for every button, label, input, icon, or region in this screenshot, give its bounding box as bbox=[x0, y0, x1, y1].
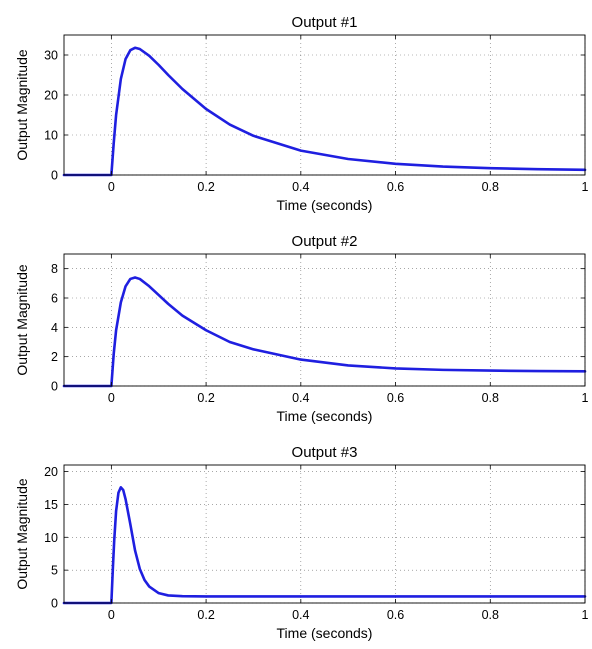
x-tick-label: 0 bbox=[108, 391, 115, 405]
x-axis-label: Time (seconds) bbox=[277, 625, 373, 641]
x-tick-label: 0.2 bbox=[197, 391, 214, 405]
x-tick-label: 1 bbox=[582, 180, 589, 194]
x-tick-label: 1 bbox=[582, 391, 589, 405]
y-tick-label: 8 bbox=[51, 262, 58, 276]
chart-title: Output #1 bbox=[292, 14, 358, 31]
x-tick-label: 0 bbox=[108, 608, 115, 622]
y-axis-label: Output Magnitude bbox=[14, 49, 30, 161]
x-tick-label: 0.4 bbox=[292, 391, 309, 405]
plot-frame bbox=[63, 253, 586, 387]
series-line bbox=[62, 486, 587, 605]
x-tick-label: 0.2 bbox=[197, 180, 214, 194]
y-tick-label: 30 bbox=[44, 49, 58, 63]
y-tick-label: 20 bbox=[44, 89, 58, 103]
y-axis-label: Output Magnitude bbox=[14, 264, 30, 376]
y-tick-label: 15 bbox=[44, 498, 58, 512]
series-line bbox=[62, 276, 587, 388]
chart-title: Output #2 bbox=[292, 233, 358, 250]
x-axis-label: Time (seconds) bbox=[277, 408, 373, 424]
x-tick-label: 0 bbox=[108, 180, 115, 194]
x-tick-label: 0.4 bbox=[292, 608, 309, 622]
y-tick-label: 10 bbox=[44, 129, 58, 143]
y-tick-label: 0 bbox=[51, 380, 58, 394]
x-tick-label: 0.2 bbox=[197, 608, 214, 622]
subplot-2: 0 0.2 0.4 0.6 0.8 1 0 2 4 6 8 Output #2 Time (second… bbox=[14, 233, 589, 424]
chart-title: Output #3 bbox=[292, 444, 358, 461]
series-line bbox=[62, 46, 587, 177]
x-axis-label: Time (seconds) bbox=[277, 197, 373, 213]
plot-frame bbox=[63, 34, 586, 176]
x-tick-label: 0.6 bbox=[387, 391, 404, 405]
x-tick-label: 0.6 bbox=[387, 180, 404, 194]
y-tick-label: 5 bbox=[51, 564, 58, 578]
plot-frame bbox=[63, 464, 586, 604]
y-tick-label: 0 bbox=[51, 597, 58, 611]
y-tick-label: 4 bbox=[51, 321, 58, 335]
y-tick-label: 20 bbox=[44, 465, 58, 479]
x-tick-label: 0.4 bbox=[292, 180, 309, 194]
y-tick-label: 10 bbox=[44, 531, 58, 545]
x-tick-label: 0.8 bbox=[482, 391, 499, 405]
x-tick-label: 0.6 bbox=[387, 608, 404, 622]
y-axis-label: Output Magnitude bbox=[14, 478, 30, 590]
x-tick-label: 0.8 bbox=[482, 180, 499, 194]
x-tick-label: 0.8 bbox=[482, 608, 499, 622]
y-tick-label: 6 bbox=[51, 292, 58, 306]
y-tick-label: 2 bbox=[51, 350, 58, 364]
x-tick-label: 1 bbox=[582, 608, 589, 622]
y-tick-label: 0 bbox=[51, 169, 58, 183]
